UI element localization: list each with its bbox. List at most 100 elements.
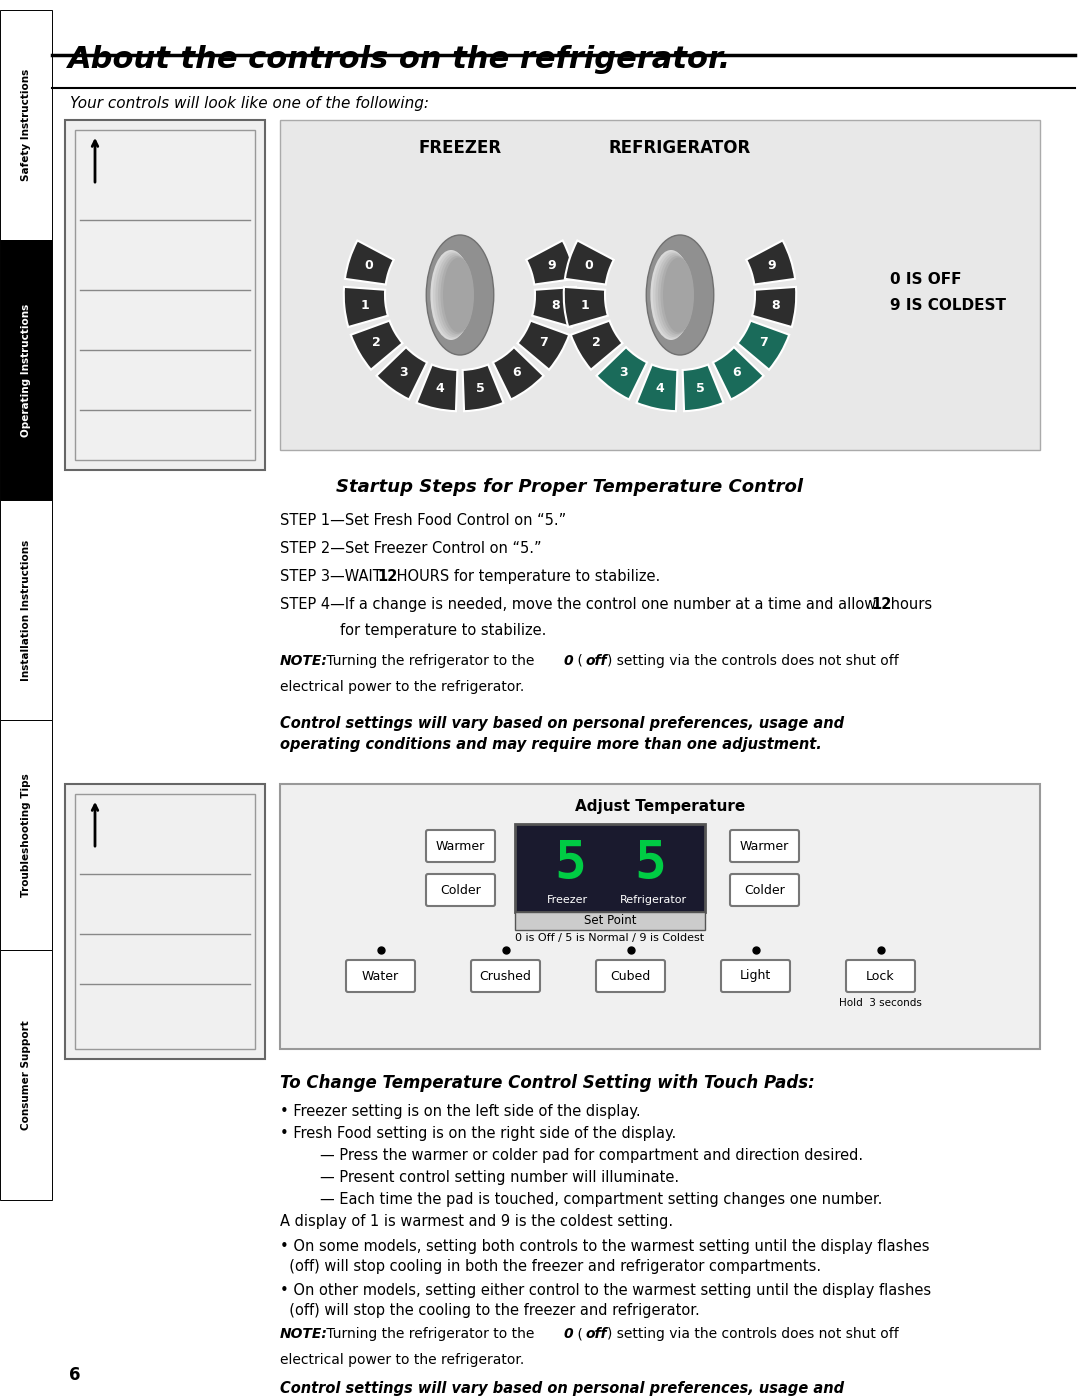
Text: Cubed: Cubed <box>610 970 650 982</box>
Wedge shape <box>636 365 677 411</box>
Text: — Each time the pad is touched, compartment setting changes one number.: — Each time the pad is touched, compartm… <box>320 1192 882 1207</box>
Text: Colder: Colder <box>441 883 481 897</box>
Text: 7: 7 <box>759 337 768 349</box>
Text: NOTE:: NOTE: <box>280 1327 328 1341</box>
Wedge shape <box>683 365 724 411</box>
Text: NOTE:: NOTE: <box>280 654 328 668</box>
Text: 9 IS COLDEST: 9 IS COLDEST <box>890 298 1005 313</box>
Text: 5: 5 <box>554 838 585 890</box>
Text: A display of 1 is warmest and 9 is the coldest setting.: A display of 1 is warmest and 9 is the c… <box>280 1214 673 1229</box>
Text: Consumer Support: Consumer Support <box>21 1020 31 1130</box>
Wedge shape <box>738 321 789 370</box>
Text: 4: 4 <box>656 383 664 395</box>
FancyBboxPatch shape <box>730 830 799 862</box>
Text: Control settings will vary based on personal preferences, usage and
operating co: Control settings will vary based on pers… <box>280 717 845 752</box>
Ellipse shape <box>650 250 691 339</box>
Text: Light: Light <box>740 970 771 982</box>
Text: Warmer: Warmer <box>740 840 789 852</box>
Wedge shape <box>526 240 576 285</box>
Text: electrical power to the refrigerator.: electrical power to the refrigerator. <box>280 680 524 694</box>
Bar <box>0 500 52 719</box>
Text: 8: 8 <box>771 299 780 312</box>
Ellipse shape <box>646 235 714 355</box>
Wedge shape <box>351 321 403 370</box>
Wedge shape <box>462 365 503 411</box>
Wedge shape <box>752 286 796 327</box>
Wedge shape <box>417 365 458 411</box>
Text: 6: 6 <box>512 366 521 379</box>
Text: hours: hours <box>886 597 932 612</box>
Text: 8: 8 <box>551 299 559 312</box>
Bar <box>515 912 705 930</box>
Text: To Change Temperature Control Setting with Touch Pads:: To Change Temperature Control Setting wi… <box>280 1074 814 1092</box>
Ellipse shape <box>653 251 692 338</box>
Text: 12: 12 <box>377 569 397 584</box>
Text: • On other models, setting either control to the warmest setting until the displ: • On other models, setting either contro… <box>280 1282 931 1317</box>
FancyBboxPatch shape <box>471 960 540 992</box>
Text: • Fresh Food setting is on the right side of the display.: • Fresh Food setting is on the right sid… <box>280 1126 676 1141</box>
Text: Control settings will vary based on personal preferences, usage and
operating co: Control settings will vary based on pers… <box>280 1382 845 1397</box>
Text: ) setting via the controls does not shut off: ) setting via the controls does not shut… <box>607 654 899 668</box>
Text: off: off <box>585 1327 607 1341</box>
Text: HOURS for temperature to stabilize.: HOURS for temperature to stabilize. <box>392 569 660 584</box>
Bar <box>0 240 52 500</box>
Text: Turning the refrigerator to the: Turning the refrigerator to the <box>322 1327 539 1341</box>
Ellipse shape <box>443 257 474 332</box>
Text: 5: 5 <box>696 383 704 395</box>
Ellipse shape <box>661 256 693 334</box>
FancyBboxPatch shape <box>426 830 495 862</box>
Text: About the controls on the refrigerator.: About the controls on the refrigerator. <box>68 45 731 74</box>
Bar <box>75 130 255 460</box>
Wedge shape <box>492 346 543 400</box>
Text: 1: 1 <box>360 299 369 312</box>
Text: Warmer: Warmer <box>436 840 485 852</box>
Text: 0 is Off / 5 is Normal / 9 is Coldest: 0 is Off / 5 is Normal / 9 is Coldest <box>515 933 704 943</box>
Text: Hold  3 seconds: Hold 3 seconds <box>839 997 922 1009</box>
Text: Freezer: Freezer <box>546 895 588 905</box>
Text: Troubleshooting Tips: Troubleshooting Tips <box>21 773 31 897</box>
Ellipse shape <box>441 256 473 334</box>
Wedge shape <box>564 286 608 327</box>
Text: (: ( <box>573 654 583 668</box>
Text: Colder: Colder <box>744 883 785 897</box>
Text: STEP 2—Set Freezer Control on “5.”: STEP 2—Set Freezer Control on “5.” <box>280 541 542 556</box>
Text: • On some models, setting both controls to the warmest setting until the display: • On some models, setting both controls … <box>280 1239 930 1274</box>
FancyBboxPatch shape <box>721 960 789 992</box>
Text: STEP 1—Set Fresh Food Control on “5.”: STEP 1—Set Fresh Food Control on “5.” <box>280 513 566 528</box>
FancyBboxPatch shape <box>596 960 665 992</box>
Bar <box>280 120 1040 450</box>
Text: 2: 2 <box>593 337 602 349</box>
Bar <box>515 824 705 912</box>
Text: FREEZER: FREEZER <box>418 138 501 156</box>
Text: off: off <box>585 654 607 668</box>
Ellipse shape <box>658 254 693 335</box>
Ellipse shape <box>663 257 694 332</box>
Bar <box>65 120 265 469</box>
Text: 0: 0 <box>584 258 593 272</box>
FancyBboxPatch shape <box>846 960 915 992</box>
Wedge shape <box>746 240 795 285</box>
Text: ) setting via the controls does not shut off: ) setting via the controls does not shut… <box>607 1327 899 1341</box>
Text: — Present control setting number will illuminate.: — Present control setting number will il… <box>320 1171 679 1185</box>
Text: Operating Instructions: Operating Instructions <box>21 303 31 437</box>
Text: Your controls will look like one of the following:: Your controls will look like one of the … <box>70 96 429 110</box>
FancyBboxPatch shape <box>730 875 799 907</box>
Ellipse shape <box>435 253 473 337</box>
Text: 1: 1 <box>580 299 589 312</box>
Text: STEP 3—WAIT: STEP 3—WAIT <box>280 569 387 584</box>
Ellipse shape <box>433 251 472 338</box>
Text: Installation Instructions: Installation Instructions <box>21 539 31 680</box>
Wedge shape <box>570 321 622 370</box>
Wedge shape <box>713 346 764 400</box>
Bar <box>0 719 52 950</box>
Wedge shape <box>532 286 577 327</box>
Text: 7: 7 <box>539 337 548 349</box>
Text: Startup Steps for Proper Temperature Control: Startup Steps for Proper Temperature Con… <box>337 478 804 496</box>
Wedge shape <box>345 240 394 285</box>
Text: Turning the refrigerator to the: Turning the refrigerator to the <box>322 654 539 668</box>
Text: 9: 9 <box>546 258 555 272</box>
Text: 0: 0 <box>563 1327 572 1341</box>
Text: 3: 3 <box>400 366 408 379</box>
Bar <box>65 784 265 1059</box>
Text: 2: 2 <box>373 337 381 349</box>
